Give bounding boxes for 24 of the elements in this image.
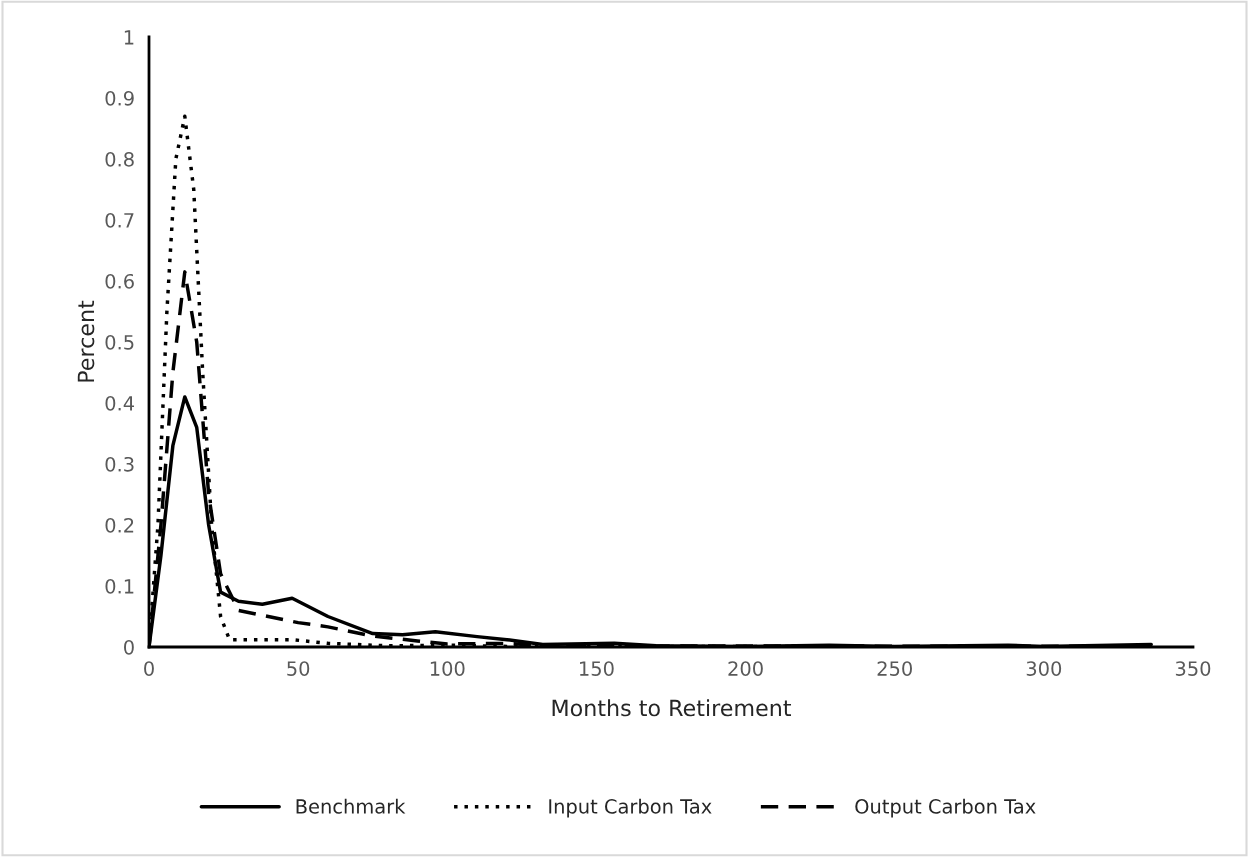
- x-axis-title: Months to Retirement: [552, 699, 792, 717]
- y-tick-label: 0.5: [105, 334, 134, 350]
- y-tick-label: 0.2: [105, 517, 134, 533]
- x-tick-label: 250: [877, 661, 912, 676]
- y-tick-label: 0.7: [105, 212, 134, 228]
- y-tick-label: 0.3: [105, 456, 134, 472]
- x-tick-label: 0: [144, 661, 154, 676]
- x-tick-label: 300: [1026, 661, 1062, 676]
- y-tick-label: 0.8: [105, 151, 134, 167]
- x-tick-label: 100: [430, 661, 465, 676]
- y-tick-label: 0.4: [105, 395, 135, 411]
- legend-label: Output Carbon Tax: [855, 798, 1036, 818]
- x-tick-label: 200: [728, 661, 763, 676]
- y-axis-title: Percent: [77, 300, 95, 382]
- x-tick-label: 50: [287, 661, 310, 676]
- y-tick-label: 0: [124, 639, 134, 655]
- legend-label: Input Carbon Tax: [549, 798, 712, 818]
- y-tick-label: 0.6: [105, 273, 134, 289]
- y-tick-label: 0.9: [105, 90, 134, 106]
- y-tick-label: 0.1: [105, 578, 134, 594]
- x-tick-label: 150: [580, 661, 614, 676]
- legend-label: Benchmark: [296, 798, 406, 814]
- y-tick-label: 1: [124, 30, 134, 45]
- x-tick-label: 350: [1175, 661, 1211, 676]
